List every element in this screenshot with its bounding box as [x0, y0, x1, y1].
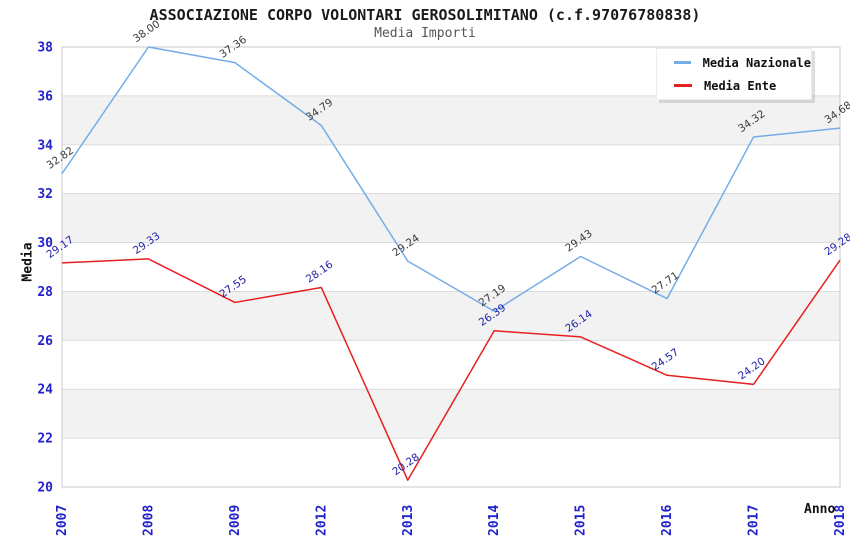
- data-point-label: 28.16: [304, 258, 336, 285]
- data-point-label: 38.00: [131, 18, 163, 45]
- y-tick-label: 20: [37, 481, 53, 496]
- legend-label-media-ente: Media Ente: [704, 78, 777, 93]
- y-tick-label: 32: [37, 187, 53, 202]
- y-tick-label: 22: [37, 432, 53, 447]
- plot-border: [61, 46, 841, 488]
- plot-band: [62, 193, 840, 243]
- legend-swatch-blue-line: [674, 61, 691, 64]
- plot-band: [62, 389, 840, 439]
- x-tick-label: 2009: [228, 505, 243, 536]
- x-tick-label: 2018: [833, 505, 848, 536]
- x-tick-label: 2014: [487, 505, 502, 536]
- x-axis-title: Anno: [804, 502, 836, 517]
- y-axis-title: Media: [20, 242, 36, 282]
- plot-band: [62, 95, 840, 145]
- x-tick-label: 2012: [314, 505, 329, 536]
- legend-item-media-ente: Media Ente: [674, 79, 811, 93]
- legend-item-media-nazionale: Media Nazionale: [674, 56, 811, 70]
- x-tick-label: 2013: [401, 505, 416, 536]
- x-tick-label: 2008: [141, 505, 156, 536]
- series-line-media-ente: [61, 258, 841, 481]
- legend-swatch-red-line: [674, 84, 692, 87]
- data-point-label: 24.57: [650, 346, 682, 373]
- y-tick-label: 28: [37, 285, 53, 300]
- legend-label-media-nazionale: Media Nazionale: [702, 55, 811, 70]
- data-point-label: 24.20: [736, 355, 768, 382]
- y-tick-label: 36: [37, 89, 53, 104]
- chart-subtitle: Media Importi: [374, 26, 476, 41]
- plot-band: [62, 291, 840, 341]
- y-tick-label: 24: [37, 383, 53, 398]
- legend: Media Nazionale Media Ente: [656, 48, 812, 100]
- x-tick-label: 2016: [660, 505, 675, 536]
- x-tick-label: 2015: [574, 505, 589, 536]
- x-tick-label: 2007: [55, 505, 70, 536]
- y-tick-label: 34: [37, 138, 53, 153]
- y-tick-label: 30: [37, 236, 53, 251]
- series-line-media-nazionale: [61, 46, 841, 312]
- y-tick-label: 26: [37, 334, 53, 349]
- x-tick-label: 2017: [747, 505, 762, 536]
- chart-title: ASSOCIAZIONE CORPO VOLONTARI GEROSOLIMIT…: [149, 6, 701, 24]
- y-tick-label: 38: [37, 41, 53, 56]
